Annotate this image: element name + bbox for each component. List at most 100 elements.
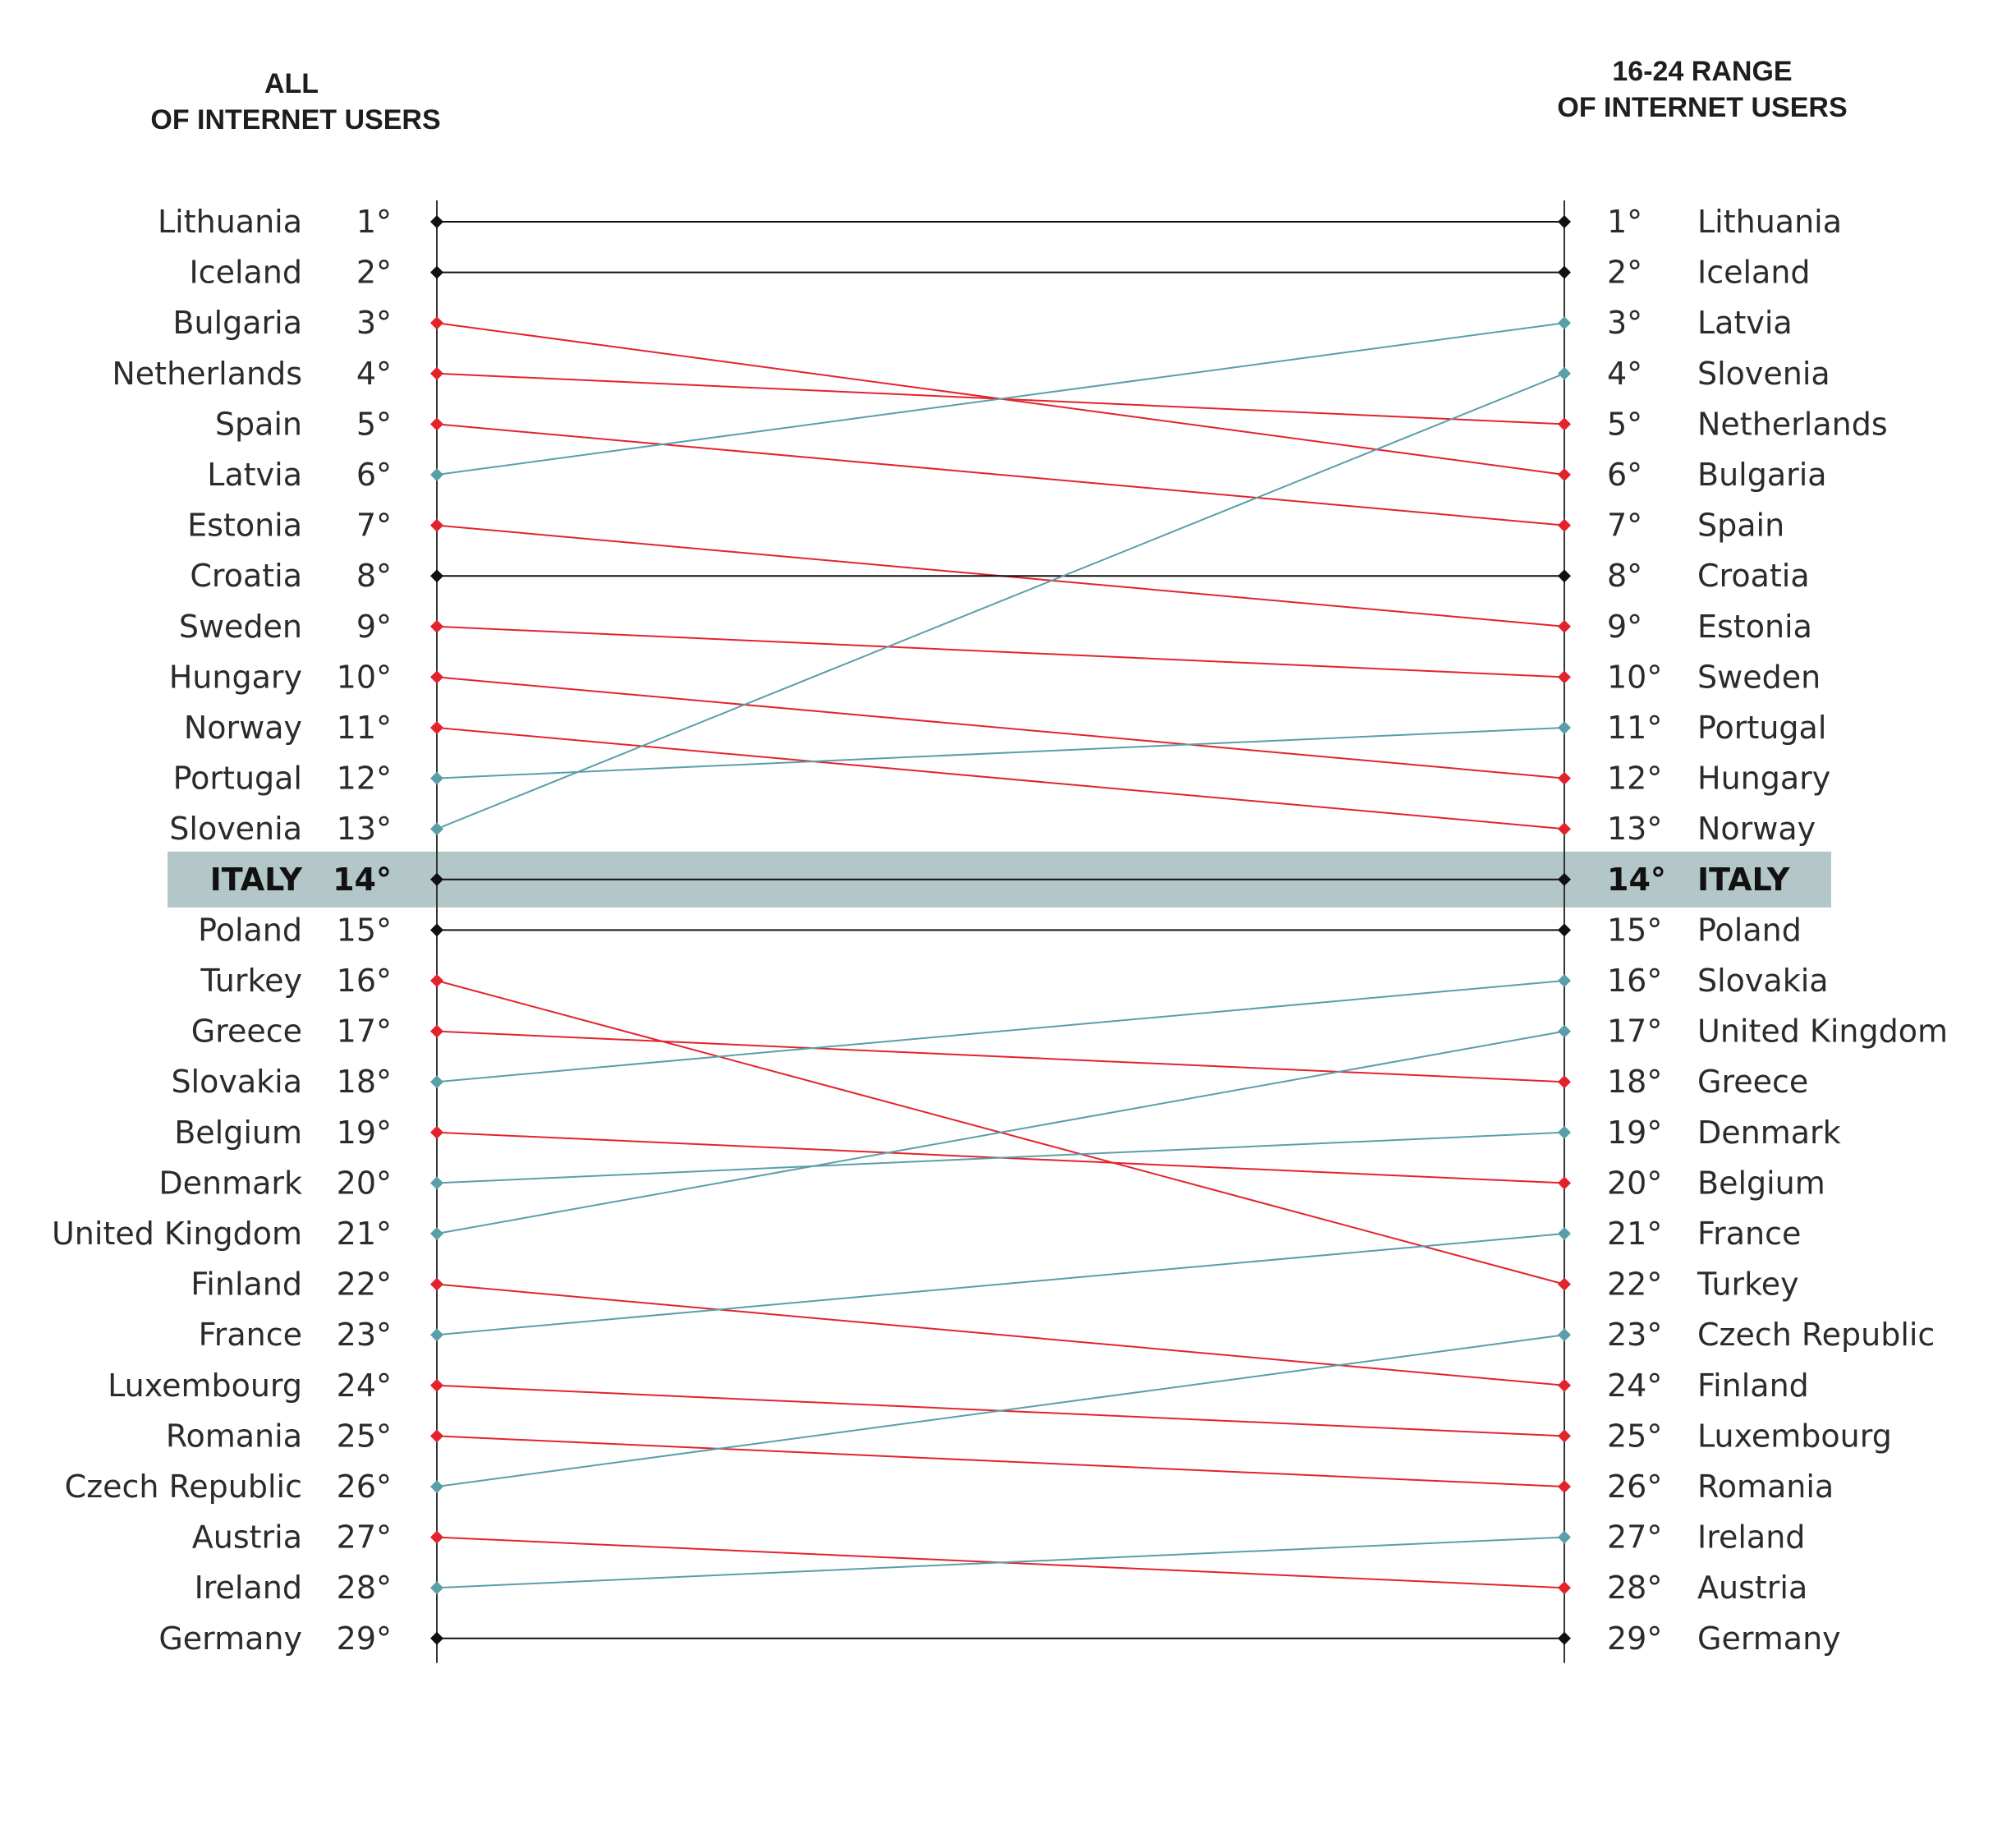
right-rank-label: 17° <box>1607 1014 1662 1050</box>
right-marker-germany <box>1558 1631 1571 1645</box>
left-rank-label: 1° <box>356 204 392 240</box>
left-country-label: Ireland <box>195 1570 302 1606</box>
slope-line-denmark <box>436 1131 1565 1184</box>
left-marker-denmark <box>430 1176 443 1190</box>
right-country-label: Austria <box>1697 1570 1807 1606</box>
left-country-label: Lithuania <box>158 204 302 240</box>
right-marker-united-kingdom <box>1558 1024 1571 1038</box>
right-rank-label: 6° <box>1607 457 1642 493</box>
left-marker-turkey <box>430 974 443 987</box>
left-marker-hungary <box>430 670 443 684</box>
left-marker-bulgaria <box>430 316 443 330</box>
left-rank-label: 19° <box>337 1115 392 1151</box>
slope-line-greece <box>436 1030 1565 1083</box>
left-rank-label: 17° <box>337 1014 392 1050</box>
left-marker-norway <box>430 721 443 734</box>
right-rank-label: 29° <box>1607 1620 1662 1657</box>
left-rank-label: 25° <box>337 1418 392 1454</box>
right-country-label: Netherlands <box>1697 406 1888 442</box>
left-marker-austria <box>430 1530 443 1544</box>
right-marker-romania <box>1558 1480 1571 1493</box>
slope-line-slovakia <box>436 980 1565 1083</box>
right-marker-czech-republic <box>1558 1328 1571 1342</box>
right-marker-norway <box>1558 822 1571 836</box>
left-country-label: Iceland <box>189 255 302 291</box>
right-marker-spain <box>1558 518 1571 532</box>
right-country-label: Iceland <box>1697 255 1811 291</box>
left-marker-finland <box>430 1277 443 1291</box>
left-marker-italy <box>430 872 443 886</box>
left-country-label: Denmark <box>158 1165 302 1201</box>
left-rank-label: 8° <box>356 558 392 594</box>
right-country-label: Croatia <box>1697 558 1810 594</box>
left-marker-netherlands <box>430 366 443 380</box>
right-rank-label: 10° <box>1607 659 1662 695</box>
right-marker-finland <box>1558 1378 1571 1392</box>
left-rank-label: 11° <box>337 710 392 746</box>
right-marker-netherlands <box>1558 417 1571 431</box>
right-marker-hungary <box>1558 771 1571 785</box>
right-country-label: France <box>1697 1216 1801 1252</box>
left-rank-label: 14° <box>333 862 392 898</box>
left-header-line2: OF INTERNET USERS <box>150 104 440 136</box>
right-marker-turkey <box>1558 1277 1571 1291</box>
left-country-label: Greece <box>191 1014 302 1050</box>
right-country-label: Lithuania <box>1697 204 1842 240</box>
left-country-label: Slovenia <box>169 811 302 847</box>
right-marker-latvia <box>1558 316 1571 330</box>
left-rank-label: 6° <box>356 457 392 493</box>
left-marker-portugal <box>430 771 443 785</box>
right-rank-label: 27° <box>1607 1519 1662 1556</box>
left-marker-belgium <box>430 1125 443 1139</box>
left-marker-spain <box>430 417 443 431</box>
slope-line-france <box>436 1233 1565 1336</box>
right-country-label: Estonia <box>1697 609 1812 645</box>
right-country-label: Ireland <box>1697 1519 1805 1556</box>
right-country-label: Romania <box>1697 1469 1834 1505</box>
left-country-label: Luxembourg <box>108 1368 302 1404</box>
left-marker-czech-republic <box>430 1480 443 1493</box>
left-country-label: Turkey <box>200 963 302 999</box>
right-country-label: Spain <box>1697 508 1784 544</box>
right-marker-croatia <box>1558 569 1571 583</box>
left-country-label: France <box>199 1317 302 1353</box>
right-rank-label: 4° <box>1607 356 1642 392</box>
left-country-label: Spain <box>215 406 302 442</box>
right-marker-austria <box>1558 1581 1571 1595</box>
right-country-label: Norway <box>1697 811 1816 847</box>
right-country-label: Slovakia <box>1697 963 1829 999</box>
slope-line-ireland <box>436 1536 1565 1589</box>
left-rank-label: 21° <box>337 1216 392 1252</box>
left-rank-label: 5° <box>356 406 392 442</box>
left-country-label: Finland <box>191 1266 302 1303</box>
right-rank-label: 25° <box>1607 1418 1662 1454</box>
right-country-label: Luxembourg <box>1697 1418 1892 1454</box>
slope-line-norway <box>436 727 1565 830</box>
left-country-label: Belgium <box>174 1115 302 1151</box>
slope-line-latvia <box>436 322 1565 476</box>
left-marker-slovenia <box>430 822 443 836</box>
labels-layer: Lithuania 1° Iceland 2° Bulgaria 3° Netherland… <box>52 204 1948 1657</box>
left-country-label: Estonia <box>187 508 302 544</box>
right-marker-ireland <box>1558 1530 1571 1544</box>
right-rank-label: 3° <box>1607 305 1642 341</box>
left-rank-label: 4° <box>356 356 392 392</box>
slope-line-united-kingdom <box>436 1030 1565 1234</box>
right-marker-denmark <box>1558 1125 1571 1139</box>
left-rank-label: 29° <box>337 1620 392 1657</box>
left-marker-poland <box>430 923 443 937</box>
left-country-label: Czech Republic <box>65 1469 302 1505</box>
right-rank-label: 26° <box>1607 1469 1662 1505</box>
left-rank-label: 12° <box>337 761 392 797</box>
left-marker-croatia <box>430 569 443 583</box>
left-marker-united-kingdom <box>430 1227 443 1240</box>
slope-line-spain <box>436 423 1565 526</box>
left-rank-label: 15° <box>337 912 392 948</box>
right-marker-slovakia <box>1558 974 1571 987</box>
right-country-label: Poland <box>1697 912 1802 948</box>
right-rank-label: 14° <box>1607 862 1666 898</box>
right-header-line2: OF INTERNET USERS <box>1557 92 1847 123</box>
left-country-label: Croatia <box>190 558 302 594</box>
right-marker-italy <box>1558 872 1571 886</box>
left-rank-label: 20° <box>337 1165 392 1201</box>
